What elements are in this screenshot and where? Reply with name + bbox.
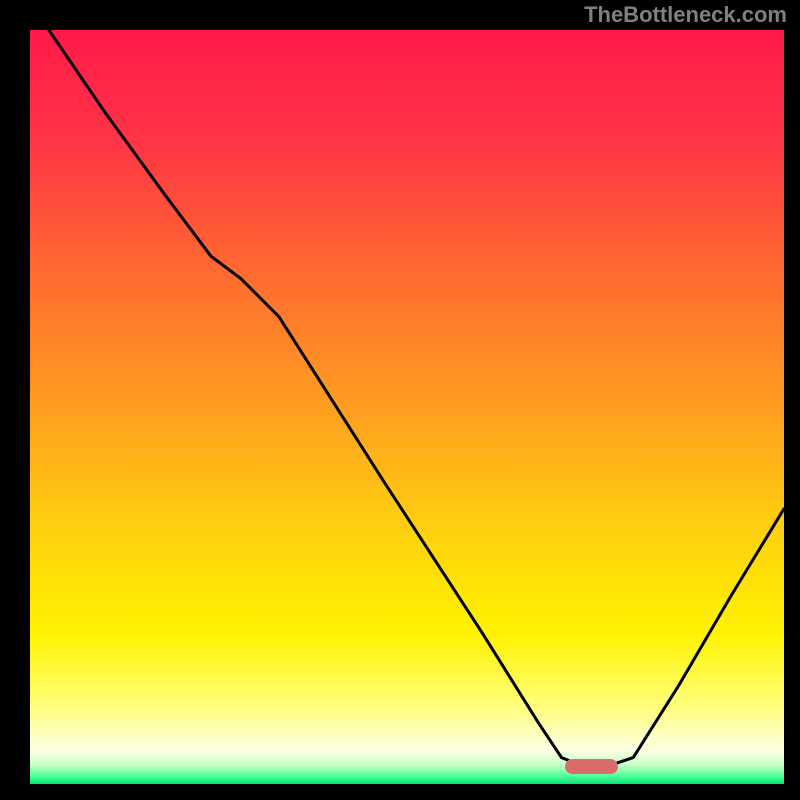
optimal-marker <box>565 759 618 774</box>
canvas: TheBottleneck.com <box>0 0 800 800</box>
curve-layer <box>30 30 784 784</box>
watermark-text: TheBottleneck.com <box>584 2 787 28</box>
plot-area <box>30 30 784 784</box>
bottleneck-curve <box>49 30 784 765</box>
